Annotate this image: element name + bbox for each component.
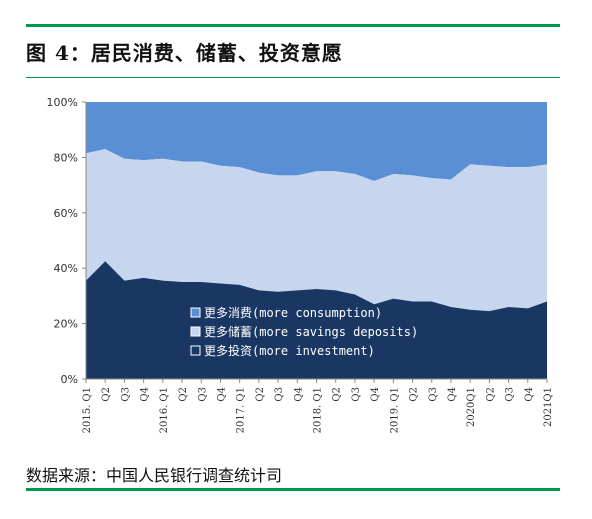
x-tick-label: Q4 [447, 387, 458, 402]
x-tick-label: 2015. Q1 [82, 387, 93, 433]
x-tick-label: Q4 [524, 387, 535, 402]
series-area-consumption [86, 102, 547, 181]
x-tick-label: Q2 [255, 387, 266, 402]
x-tick-label: 2018. Q1 [313, 387, 324, 433]
legend-swatch-savings [190, 326, 201, 337]
legend-label-savings: 更多储蓄(more savings deposits) [204, 324, 418, 339]
y-tick-label: 0% [61, 373, 78, 386]
x-tick-label: Q3 [351, 387, 362, 402]
x-tick-label: Q3 [120, 387, 131, 402]
y-tick-label: 100% [47, 96, 78, 109]
x-tick-label: Q4 [140, 387, 151, 402]
legend-label-consumption: 更多消费(more consumption) [204, 306, 382, 320]
data-source-note: 数据来源：中国人民银行调查统计司 [26, 466, 283, 485]
bottom-rule [26, 488, 560, 491]
x-tick-label: Q3 [505, 387, 516, 402]
axes: 0% 20% 40% 60% 80% 100% 2015. Q1 Q2 Q3 Q4 2016. Q1… [47, 96, 554, 433]
x-tick-label: Q4 [370, 387, 381, 402]
top-rule [26, 24, 560, 27]
legend: 更多消费(more consumption) 更多储蓄(more savings … [190, 306, 418, 358]
y-tick-label: 80% [54, 151, 78, 164]
y-tick-label: 60% [54, 207, 78, 220]
y-tick-label: 20% [54, 318, 78, 331]
x-tick-label: Q3 [428, 387, 439, 402]
x-tick-label: Q3 [197, 387, 208, 402]
x-tick-label: 2020Q1 [466, 387, 477, 427]
legend-swatch-consumption [190, 307, 201, 318]
series-area-savings [86, 149, 547, 312]
x-tick-label: Q2 [409, 387, 420, 402]
plot-area [86, 102, 547, 379]
x-tick-label: Q2 [101, 387, 112, 402]
legend-swatch-investment [190, 345, 201, 356]
x-tick-label: Q3 [274, 387, 285, 402]
x-tick-label: Q2 [178, 387, 189, 402]
legend-label-investment: 更多投资(more investment) [204, 343, 375, 358]
x-tick-label: 2017. Q1 [236, 387, 247, 433]
x-tick-label: Q2 [485, 387, 496, 402]
x-tick-label: 2021Q1 [543, 387, 554, 427]
y-tick-label: 40% [54, 262, 78, 275]
series-area-investment [86, 261, 547, 379]
x-tick-label: Q4 [293, 387, 304, 402]
x-tick-label: Q4 [216, 387, 227, 402]
x-tick-label: 2016. Q1 [159, 387, 170, 433]
title-rule [26, 77, 560, 78]
x-tick-label: 2019. Q1 [389, 387, 400, 433]
x-tick-label: Q2 [332, 387, 343, 402]
figure-title: 图 4：居民消费、储蓄、投资意愿 [26, 41, 343, 65]
